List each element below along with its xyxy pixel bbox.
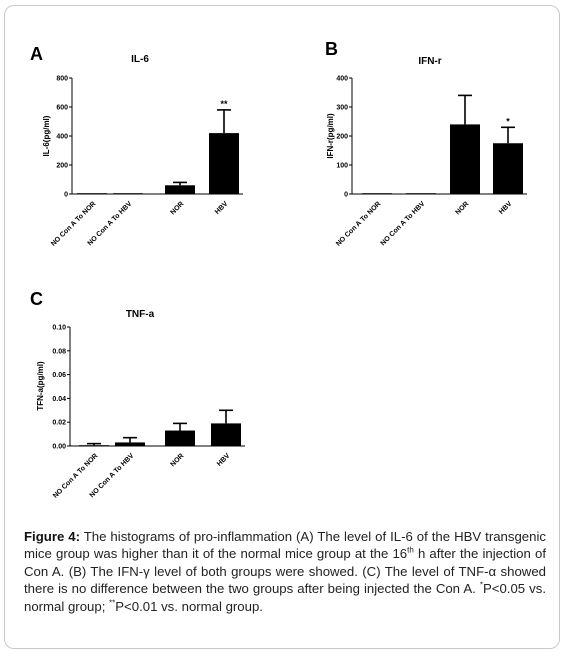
y-tick-label: 200: [336, 134, 348, 141]
y-tick-label: 800: [56, 76, 68, 83]
y-axis-label-tnf: TFN-a(pg/ml): [36, 361, 45, 411]
y-tick-label: 300: [336, 105, 348, 112]
y-tick-label: 0.10: [52, 325, 66, 332]
y-tick-label: 400: [56, 134, 68, 141]
caption-label: Figure 4:: [24, 529, 80, 544]
chart-title-il6: IL-6: [131, 54, 149, 65]
x-tick-label: HBV: [214, 200, 230, 216]
bar-tnf-1: [79, 445, 109, 446]
x-tick-label: HBV: [216, 452, 232, 468]
y-axis-label-ifn: IFN-r(pg/ml): [326, 113, 335, 159]
panel-b: B IFN-r IFN-r(pg/ml) 0 100 200 300 400 NO Con…: [325, 39, 527, 248]
panel-letter-c: C: [30, 289, 43, 309]
x-tick-label: HBV: [498, 200, 514, 216]
bar-il6-3: [165, 185, 195, 194]
caption-text-4: P<0.01 vs. normal group.: [115, 598, 263, 614]
chart-title-tnf: TNF-a: [126, 309, 155, 320]
y-tick-label: 0.04: [52, 396, 66, 403]
caption-text-3: P<0.05 vs. normal group;: [24, 581, 547, 614]
x-tick-label: NOR: [169, 200, 185, 216]
panel-letter-a: A: [30, 44, 43, 64]
y-tick-label: 0.00: [52, 444, 66, 451]
figure-frame: [4, 5, 560, 649]
x-tick-label: NO Con A To NOR: [335, 200, 382, 247]
y-tick-label: 200: [56, 163, 68, 170]
x-tick-label: NOR: [454, 200, 470, 216]
y-tick-label: 400: [336, 76, 348, 83]
y-tick-label: 600: [56, 105, 68, 112]
y-tick-label: 0.06: [52, 372, 66, 379]
bar-il6-1: [77, 193, 107, 194]
bar-ifn-4: [493, 143, 523, 194]
y-tick-label: 100: [336, 163, 348, 170]
significance-annotation: *: [506, 116, 510, 126]
figure-caption: Figure 4: The histograms of pro-inflamma…: [24, 528, 546, 615]
chart-title-ifn: IFN-r: [418, 56, 441, 67]
bar-tnf-3: [165, 430, 195, 446]
bar-ifn-1: [362, 193, 392, 194]
y-tick-label: 0.08: [52, 348, 66, 355]
caption-text-2: h after the injection of Con A. (B) The …: [24, 546, 546, 597]
bar-ifn-3: [450, 124, 480, 194]
bar-ifn-2: [406, 193, 436, 194]
bar-tnf-4: [211, 423, 241, 446]
bar-il6-4: [209, 133, 239, 194]
x-tick-label: NOR: [169, 452, 185, 468]
y-axis-label-il6: IL-6(pg/ml): [42, 115, 51, 156]
caption-text-1: The histograms of pro-inflammation (A) T…: [24, 529, 546, 562]
x-tick-label: NO Con A To HBV: [380, 200, 427, 247]
bar-il6-2: [113, 193, 143, 194]
significance-annotation: **: [220, 99, 228, 109]
y-tick-label: 0.02: [52, 420, 66, 427]
caption-sup-th: th: [407, 546, 414, 556]
caption-sup-single: *: [479, 580, 483, 590]
y-tick-label: 0: [344, 192, 348, 199]
y-tick-label: 0: [64, 192, 68, 199]
panel-letter-b: B: [325, 39, 338, 59]
panel-c: C TNF-a TFN-a(pg/ml) 0.00 0.02 0.04 0.06 0.0…: [30, 289, 245, 500]
caption-sup-double: **: [109, 598, 116, 608]
bar-tnf-2: [115, 442, 145, 446]
